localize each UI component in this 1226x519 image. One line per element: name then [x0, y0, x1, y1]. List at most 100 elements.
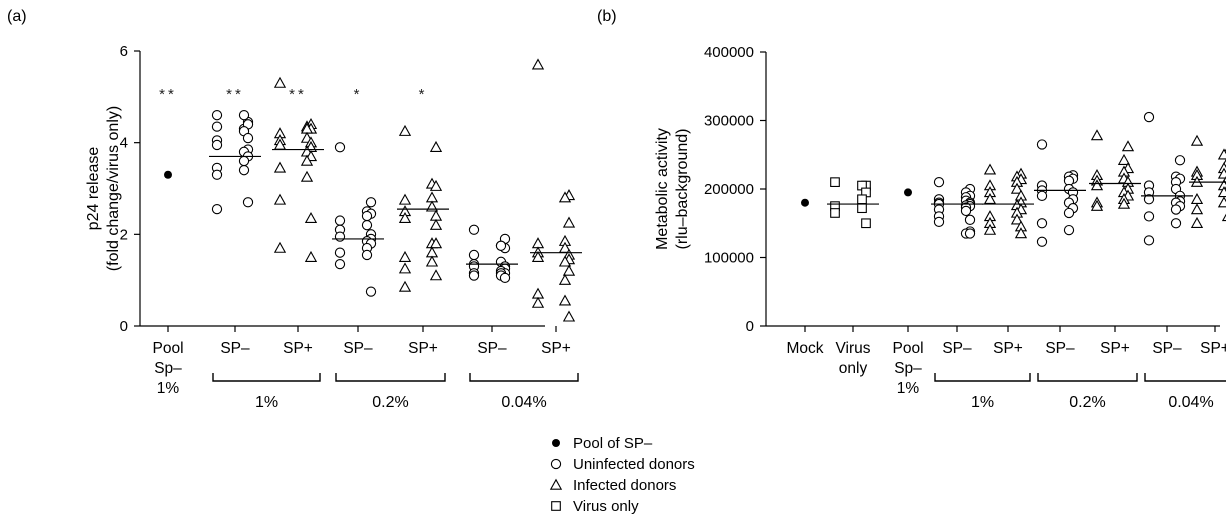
x-category-label: SP+	[1200, 340, 1226, 357]
data-point	[425, 255, 439, 267]
group-label: 0.2%	[372, 394, 408, 411]
data-point	[1221, 213, 1226, 222]
data-point	[398, 193, 412, 205]
data-point	[1190, 192, 1204, 204]
y-tick-label: 300000	[704, 113, 754, 130]
data-point	[429, 140, 443, 152]
data-point	[211, 139, 223, 151]
data-point	[361, 220, 373, 231]
data-point	[361, 210, 373, 222]
data-point	[334, 231, 346, 242]
x-category-label: Sp–	[154, 360, 182, 377]
data-point	[1014, 227, 1028, 239]
data-point	[468, 249, 480, 261]
data-point	[164, 170, 172, 179]
group-bracket	[212, 373, 321, 382]
x-category-label: SP+	[283, 340, 313, 357]
data-point	[1036, 218, 1048, 229]
data-point	[562, 264, 576, 276]
x-category-label: SP–	[1152, 340, 1182, 357]
data-point	[857, 194, 867, 205]
chart-panel-a: (a) p24 release (fold change/virus only) 0 2…	[7, 8, 582, 411]
data-point	[365, 286, 377, 297]
x-category-label: SP+	[408, 340, 438, 357]
data-point	[1090, 179, 1104, 191]
data-point	[1063, 207, 1075, 219]
data-point	[334, 247, 346, 258]
data-series-c02_pos	[397, 124, 449, 292]
data-point	[334, 258, 346, 270]
data-point	[273, 241, 287, 253]
data-point	[499, 272, 511, 284]
data-series-c02_neg	[1034, 139, 1086, 247]
data-point	[365, 197, 377, 208]
y-tick-label: 0	[120, 318, 128, 335]
data-point	[304, 250, 318, 262]
y-tick-label: 4	[120, 135, 128, 152]
x-category-label: only	[839, 360, 868, 377]
data-point	[398, 280, 412, 292]
data-point	[830, 208, 840, 218]
data-point	[429, 269, 443, 281]
data-point	[334, 142, 346, 153]
data-point	[801, 198, 809, 207]
data-point	[398, 211, 412, 224]
panel-label: (a)	[7, 8, 27, 25]
data-series-c1_neg	[209, 110, 261, 215]
group-bracket	[1144, 373, 1226, 382]
data-point	[531, 250, 545, 262]
data-point	[361, 249, 373, 261]
data-series-c004_neg	[1141, 111, 1193, 246]
data-point	[558, 273, 572, 285]
data-point	[558, 294, 572, 306]
data-point	[1190, 203, 1204, 215]
data-point	[558, 255, 572, 267]
x-category-label: Pool	[152, 340, 183, 357]
data-point	[1036, 190, 1048, 201]
y-axis-label-line: p24 release	[85, 147, 102, 231]
data-point	[933, 176, 945, 188]
data-point	[904, 188, 912, 197]
data-point	[1090, 199, 1104, 211]
data-point	[1217, 196, 1226, 208]
y-tick-label: 0	[746, 318, 754, 335]
data-point	[1143, 211, 1155, 222]
y-tick-label: 400000	[704, 44, 754, 61]
data-point	[1117, 153, 1131, 165]
x-category-label: Mock	[786, 340, 823, 357]
data-point	[273, 161, 287, 173]
data-point	[273, 193, 287, 205]
data-point	[242, 132, 254, 144]
data-point	[531, 287, 545, 299]
significance-marker: *	[354, 86, 363, 103]
y-axis-label: Metabolic activity (rlu–background)	[654, 128, 691, 250]
data-point	[1010, 213, 1024, 225]
data-point	[300, 154, 314, 166]
legend-label: Pool of SP–	[573, 435, 653, 452]
x-category-label: Sp–	[894, 360, 922, 377]
data-point	[1217, 167, 1226, 179]
data-series-pool	[164, 170, 172, 179]
data-point	[857, 203, 867, 214]
y-tick-label: 100000	[704, 250, 754, 267]
significance-marker: *	[419, 86, 428, 103]
legend-marker	[552, 439, 560, 447]
y-axis-label-line: (rlu–background)	[674, 129, 691, 250]
y-tick-label: 2	[120, 226, 128, 243]
y-axis-label-line: Metabolic activity	[654, 128, 671, 250]
data-point	[933, 216, 945, 228]
data-point	[425, 246, 439, 258]
x-category-label: SP–	[1045, 340, 1075, 357]
y-axis-label-line: (fold change/virus only)	[105, 106, 122, 271]
data-point	[398, 250, 412, 262]
data-point	[1063, 224, 1075, 236]
data-point	[398, 124, 412, 136]
data-point	[531, 58, 545, 70]
data-point	[468, 270, 480, 281]
data-point	[300, 170, 314, 182]
data-point	[1090, 129, 1104, 141]
legend-marker	[550, 458, 562, 470]
data-point	[983, 192, 997, 204]
group-bracket	[335, 373, 446, 382]
